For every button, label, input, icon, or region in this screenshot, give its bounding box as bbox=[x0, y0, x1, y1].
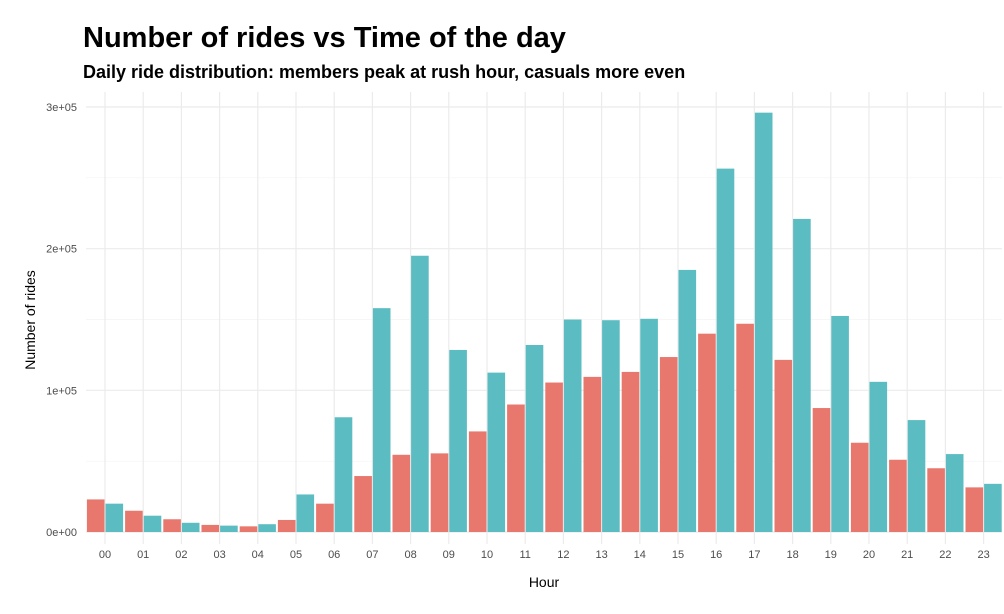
bar-series2-21 bbox=[907, 420, 926, 532]
x-tick-label: 00 bbox=[99, 549, 111, 561]
bar-series1-08 bbox=[392, 454, 411, 532]
bar-series2-15 bbox=[678, 269, 697, 532]
bar-series2-19 bbox=[831, 315, 849, 532]
bar-series2-07 bbox=[372, 308, 391, 532]
x-tick-label: 15 bbox=[672, 549, 684, 561]
y-axis-ticks: 0e+00 1e+05 2e+05 3e+05 bbox=[46, 102, 77, 539]
bar-series2-09 bbox=[449, 349, 467, 532]
x-tick-label: 09 bbox=[443, 549, 455, 561]
bar-series1-11 bbox=[507, 404, 525, 532]
bar-series2-10 bbox=[487, 372, 506, 532]
bar-series1-05 bbox=[277, 519, 296, 532]
chart-subtitle: Daily ride distribution: members peak at… bbox=[83, 62, 686, 82]
chart-title: Number of rides vs Time of the day bbox=[83, 22, 566, 54]
x-axis-ticks: 00 01 02 03 04 05 06 07 08 09 10 11 12 13 14 15 16 17 18 19… bbox=[99, 549, 990, 561]
bar-series2-00 bbox=[105, 503, 124, 532]
bar-series1-16 bbox=[698, 333, 716, 532]
x-tick-label: 16 bbox=[710, 549, 722, 561]
bar-series1-01 bbox=[125, 510, 143, 532]
x-tick-label: 18 bbox=[786, 549, 798, 561]
x-tick-label: 03 bbox=[213, 549, 225, 561]
bar-series1-03 bbox=[201, 524, 220, 532]
x-tick-label: 21 bbox=[901, 549, 913, 561]
y-tick-label: 2e+05 bbox=[46, 244, 77, 256]
x-tick-label: 23 bbox=[977, 549, 989, 561]
bar-series1-18 bbox=[774, 359, 793, 532]
bar-series1-02 bbox=[163, 519, 181, 532]
bar-series2-18 bbox=[793, 218, 811, 532]
x-tick-label: 08 bbox=[404, 549, 416, 561]
bar-series2-11 bbox=[525, 345, 544, 532]
bar-series2-14 bbox=[640, 318, 658, 532]
x-tick-label: 10 bbox=[481, 549, 493, 561]
bar-series2-06 bbox=[334, 417, 353, 532]
x-tick-label: 04 bbox=[252, 549, 264, 561]
bar-series1-22 bbox=[927, 468, 945, 532]
y-tick-label: 1e+05 bbox=[46, 385, 77, 397]
bar-series1-20 bbox=[850, 442, 869, 532]
x-tick-label: 19 bbox=[825, 549, 837, 561]
y-tick-label: 3e+05 bbox=[46, 102, 77, 114]
x-tick-label: 01 bbox=[137, 549, 149, 561]
bar-series2-02 bbox=[181, 522, 200, 532]
bar-series2-03 bbox=[220, 525, 238, 532]
bar-series2-16 bbox=[716, 168, 735, 532]
bar-series1-10 bbox=[468, 431, 487, 532]
x-tick-label: 13 bbox=[595, 549, 607, 561]
bar-series1-21 bbox=[889, 459, 907, 532]
bar-series2-23 bbox=[984, 483, 1002, 532]
x-tick-label: 06 bbox=[328, 549, 340, 561]
y-axis-title: Number of rides bbox=[22, 270, 38, 370]
bar-series1-17 bbox=[736, 323, 754, 532]
bar-series2-01 bbox=[143, 515, 162, 532]
bar-series1-15 bbox=[659, 357, 678, 532]
bar-series2-12 bbox=[563, 319, 582, 532]
x-tick-label: 20 bbox=[863, 549, 875, 561]
bars bbox=[86, 112, 1002, 533]
y-tick-label: 0e+00 bbox=[46, 527, 77, 539]
x-tick-label: 02 bbox=[175, 549, 187, 561]
bar-series2-17 bbox=[754, 112, 773, 533]
bar-series2-20 bbox=[869, 381, 888, 532]
bar-series1-00 bbox=[86, 499, 105, 532]
bar-series2-04 bbox=[258, 524, 276, 532]
x-tick-label: 14 bbox=[634, 549, 646, 561]
bar-series1-12 bbox=[545, 382, 563, 532]
bar-series2-22 bbox=[945, 454, 964, 532]
bar-series1-13 bbox=[583, 376, 602, 532]
bar-series1-09 bbox=[430, 453, 449, 532]
bar-series2-08 bbox=[411, 255, 429, 532]
bar-series1-04 bbox=[239, 526, 258, 532]
x-tick-label: 11 bbox=[519, 549, 530, 561]
bar-series1-06 bbox=[316, 503, 334, 532]
bar-series2-05 bbox=[296, 494, 315, 532]
x-axis-title: Hour bbox=[529, 574, 560, 590]
bar-series1-23 bbox=[965, 487, 984, 532]
gridlines bbox=[86, 92, 1002, 544]
x-tick-label: 12 bbox=[557, 549, 569, 561]
x-tick-label: 07 bbox=[366, 549, 378, 561]
bar-series1-19 bbox=[812, 408, 831, 532]
bar-series2-13 bbox=[602, 320, 620, 532]
bar-series1-14 bbox=[621, 371, 640, 532]
x-tick-label: 05 bbox=[290, 549, 302, 561]
bar-series1-07 bbox=[354, 476, 372, 532]
x-tick-label: 17 bbox=[748, 549, 760, 561]
x-tick-label: 22 bbox=[939, 549, 951, 561]
